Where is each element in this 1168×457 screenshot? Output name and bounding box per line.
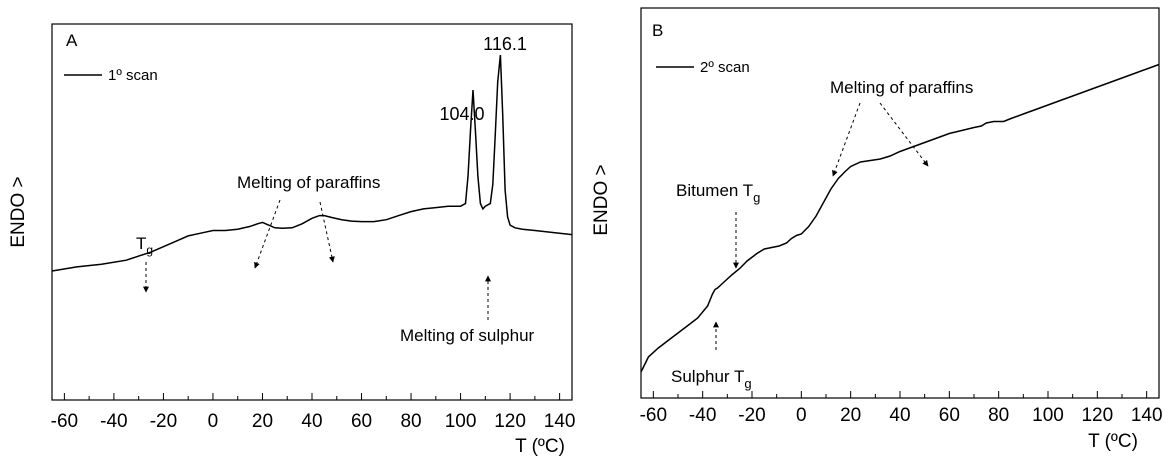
x-tick-label-a-7: 80 (400, 411, 421, 432)
paraffins-arrow-b-2 (879, 102, 929, 167)
y-axis-label-b: ENDO > (591, 164, 612, 235)
paraffins-arrow-b-1 (832, 102, 861, 177)
x-tick-label-a-0: -60 (51, 411, 78, 432)
x-tick-label-b-7: 80 (988, 405, 1009, 426)
x-tick-label-b-1: -40 (689, 405, 716, 426)
y-axis-label-a: ENDO > (8, 176, 29, 247)
series-line-1-scan (51, 54, 573, 272)
panel-a: -60 -40 -20 0 20 40 60 80 100 120 140 A 1º scan EN… (8, 23, 576, 457)
x-tick-label-b-3: 0 (796, 405, 807, 426)
x-tick-label-a-3: 0 (208, 411, 219, 432)
paraffins-arrow-a-1 (254, 199, 281, 269)
x-tick-label-a-9: 120 (494, 411, 526, 432)
x-tick-label-b-8: 100 (1032, 405, 1064, 426)
x-tick-label-b-2: -20 (738, 405, 765, 426)
x-ticks-b (652, 391, 1148, 398)
panel-letter-b: B (652, 21, 663, 40)
panel-b: -60 -40 -20 0 20 40 60 80 100 120 140 B 2º scan EN… (591, 7, 1163, 452)
x-tick-label-a-1: -40 (100, 411, 127, 432)
series-line-2-scan (640, 63, 1160, 373)
legend-label-a: 1º scan (108, 67, 158, 84)
peak-label-104: 104.0 (439, 104, 484, 124)
x-tick-labels-b: -60 -40 -20 0 20 40 60 80 100 120 140 (640, 405, 1163, 426)
tg-label-a: Tg (136, 234, 153, 257)
x-ticks-a (63, 393, 561, 400)
x-tick-label-a-5: 40 (301, 411, 322, 432)
bitumen-tg-label-sub: g (753, 190, 760, 205)
x-tick-label-b-6: 60 (939, 405, 960, 426)
x-tick-label-a-10: 140 (544, 411, 576, 432)
x-tick-label-a-8: 100 (445, 411, 477, 432)
x-tick-label-b-4: 20 (840, 405, 861, 426)
bitumen-tg-label-main: Bitumen T (676, 181, 753, 200)
x-tick-label-a-2: -20 (150, 411, 177, 432)
x-tick-label-b-0: -60 (640, 405, 667, 426)
x-tick-label-b-9: 120 (1081, 405, 1113, 426)
paraffins-arrow-a-2 (319, 201, 335, 263)
paraffins-label-b: Melting of paraffins (830, 78, 973, 97)
x-tick-label-a-4: 20 (252, 411, 273, 432)
x-axis-label-a: T (ºC) (515, 436, 565, 457)
sulphur-tg-label-sub: g (744, 376, 751, 391)
tg-label-a-main: T (136, 234, 146, 253)
x-tick-labels-a: -60 -40 -20 0 20 40 60 80 100 120 140 (51, 411, 576, 432)
sulphur-melting-label: Melting of sulphur (400, 326, 535, 345)
bitumen-tg-label: Bitumen Tg (676, 181, 760, 205)
paraffins-label-a: Melting of paraffins (237, 173, 380, 192)
sulphur-tg-label-main: Sulphur T (671, 367, 744, 386)
legend-label-b: 2º scan (700, 59, 750, 76)
x-tick-label-a-6: 60 (351, 411, 372, 432)
tg-label-a-sub: g (146, 243, 153, 257)
peak-label-116: 116.1 (483, 34, 527, 54)
x-tick-label-b-5: 40 (889, 405, 910, 426)
panel-letter-a: A (66, 31, 78, 50)
x-axis-label-b: T (ºC) (1088, 431, 1138, 452)
x-tick-label-b-10: 140 (1131, 405, 1163, 426)
sulphur-tg-label: Sulphur Tg (671, 367, 752, 391)
